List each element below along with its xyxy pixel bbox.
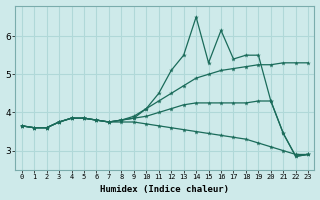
X-axis label: Humidex (Indice chaleur): Humidex (Indice chaleur) — [100, 185, 229, 194]
